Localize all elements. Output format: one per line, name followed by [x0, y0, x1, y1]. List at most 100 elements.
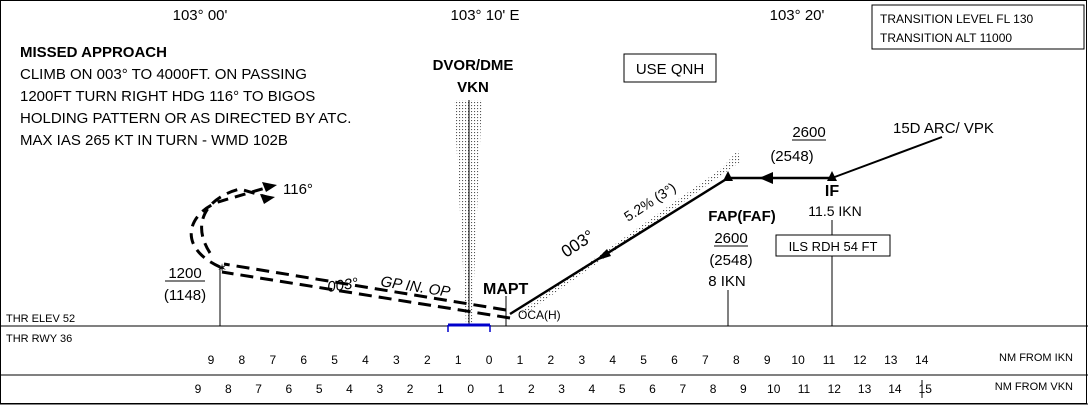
scale-tick-label: 10	[791, 353, 805, 367]
scale-tick-label: 1	[437, 382, 444, 396]
glide-gradient: 5.2% (3°)	[621, 179, 679, 224]
ils-rdh: ILS RDH 54 FT	[789, 239, 878, 254]
intermediate-arrow	[759, 172, 773, 184]
scale-tick-label: 0	[486, 353, 493, 367]
scale-tick-label: 6	[286, 382, 293, 396]
scale-tick-label: 12	[853, 353, 867, 367]
scale-tick-label: 3	[376, 382, 383, 396]
faf-name: FAP(FAF)	[708, 208, 776, 225]
missed-approach-track	[223, 262, 507, 312]
navaid-ident: VKN	[457, 79, 489, 96]
missed-approach-line: HOLDING PATTERN OR AS DIRECTED BY ATC.	[20, 110, 351, 127]
missed-approach-line: 1200FT TURN RIGHT HDG 116° TO BIGOS	[20, 88, 315, 105]
scale-tick-label: 1	[517, 353, 524, 367]
scale-tick-label: 6	[671, 353, 678, 367]
scale-tick-label: 0	[467, 382, 474, 396]
scale-tick-label: 4	[589, 382, 596, 396]
transition-level: TRANSITION LEVEL FL 130	[880, 12, 1033, 26]
use-qnh: USE QNH	[636, 61, 704, 78]
longitude-mid: 103° 10' E	[451, 7, 520, 24]
if-name: IF	[825, 183, 839, 200]
scale-tick-label: 7	[255, 382, 262, 396]
intermediate-altitude: 2600	[792, 124, 825, 141]
ils-rdh-box	[775, 234, 891, 257]
scale-tick-label: 3	[393, 353, 400, 367]
longitude-right: 103° 20'	[770, 7, 825, 24]
scale-tick-label: 9	[740, 382, 747, 396]
scale-tick-label: 2	[548, 353, 555, 367]
faf-altitude: 2600	[714, 230, 747, 247]
if-distance: 11.5 IKN	[808, 203, 861, 219]
scale-tick-label: 8	[710, 382, 717, 396]
scale-tick-label: 3	[578, 353, 585, 367]
scale-tick-label: 14	[915, 353, 929, 367]
scale-nm-from-ikn: 9 8 7 6 5 4 3 2 1 0 1 2 3 4 5 6 7 8 9 10 11 12 13 14	[208, 353, 929, 367]
scale-tick-label: 4	[346, 382, 353, 396]
scale-tick-label: 12	[828, 382, 842, 396]
final-approach-track	[509, 176, 729, 316]
scale-tick-label: 15	[919, 382, 933, 396]
transition-altitude: TRANSITION ALT 11000	[880, 31, 1012, 45]
scale-tick-label: 7	[269, 353, 276, 367]
scale-tick-label: 2	[407, 382, 414, 396]
scale-tick-label: 5	[316, 382, 323, 396]
scale-tick-label: 9	[195, 382, 202, 396]
final-course: 003°	[558, 226, 598, 261]
missed-approach-turn	[200, 187, 271, 254]
scale-tick-label: 9	[208, 353, 215, 367]
scale-tick-label: 6	[649, 382, 656, 396]
scale-tick-label: 5	[640, 353, 647, 367]
turn-arrow	[260, 194, 275, 204]
missed-approach-turn	[189, 184, 273, 269]
missed-approach-track	[221, 270, 511, 320]
scale-tick-label: 1	[455, 353, 462, 367]
scale-tick-label: 2	[528, 382, 535, 396]
missed-approach-line: MAX IAS 265 KT IN TURN - WMD 102B	[20, 132, 288, 149]
scale-tick-label: 13	[858, 382, 872, 396]
scale-tick-label: 8	[225, 382, 232, 396]
scale-tick-label: 1	[498, 382, 505, 396]
mapt-label: MAPT	[483, 281, 529, 298]
intermediate-altitude-height: (2548)	[770, 148, 813, 165]
scale-tick-label: 5	[331, 353, 338, 367]
scale-tick-label: 4	[362, 353, 369, 367]
scale-tick-label: 7	[679, 382, 686, 396]
gp-inop: GP IN. OP	[379, 273, 451, 301]
scale-tick-label: 3	[558, 382, 565, 396]
scale-tick-label: 8	[733, 353, 740, 367]
transition-box	[871, 4, 1085, 50]
scale-tick-label: 5	[619, 382, 626, 396]
scale-tick-label: 2	[424, 353, 431, 367]
turn-point-marker: ✶	[217, 261, 227, 275]
scale-tick-label: 8	[239, 353, 246, 367]
turn-altitude: 1200	[168, 265, 201, 282]
scale-tick-label: 6	[300, 353, 307, 367]
oca-label: OCA(H)	[518, 308, 561, 322]
if-marker	[827, 171, 837, 181]
arc-track	[831, 136, 943, 179]
arc-label: 15D ARC/ VPK	[893, 120, 994, 137]
final-approach-arrow	[595, 249, 611, 261]
scale-tick-label: 10	[767, 382, 781, 396]
faf-altitude-height: (2548)	[709, 252, 752, 269]
scale-label-ikn: NM FROM IKN	[999, 352, 1073, 364]
longitude-left: 103° 00'	[173, 7, 228, 24]
navaid-name: DVOR/DME	[433, 57, 514, 74]
scale-tick-label: 11	[798, 382, 811, 396]
use-qnh-box	[623, 53, 717, 83]
faf-marker	[723, 171, 733, 181]
scale-tick-label: 11	[823, 353, 836, 367]
scale-tick-label: 13	[884, 353, 898, 367]
scale-nm-from-vkn: 9 8 7 6 5 4 3 2 1 0 1 2 3 4 5 6 7 8 9 10 11 12 13 14 15	[195, 380, 933, 398]
threshold-runway: THR RWY 36	[6, 333, 72, 345]
scale-tick-label: 9	[764, 353, 771, 367]
missed-approach-line: CLIMB ON 003° TO 4000FT. ON PASSING	[20, 66, 307, 83]
turn-heading: 116°	[283, 181, 313, 198]
missed-approach-title: MISSED APPROACH	[20, 44, 167, 61]
threshold-elevation: THR ELEV 52	[6, 313, 75, 325]
faf-distance: 8 IKN	[708, 273, 746, 290]
turn-altitude-height: (1148)	[164, 287, 206, 304]
scale-tick-label: 4	[609, 353, 616, 367]
turn-arrow	[262, 182, 277, 192]
scale-label-vkn: NM FROM VKN	[995, 381, 1073, 393]
